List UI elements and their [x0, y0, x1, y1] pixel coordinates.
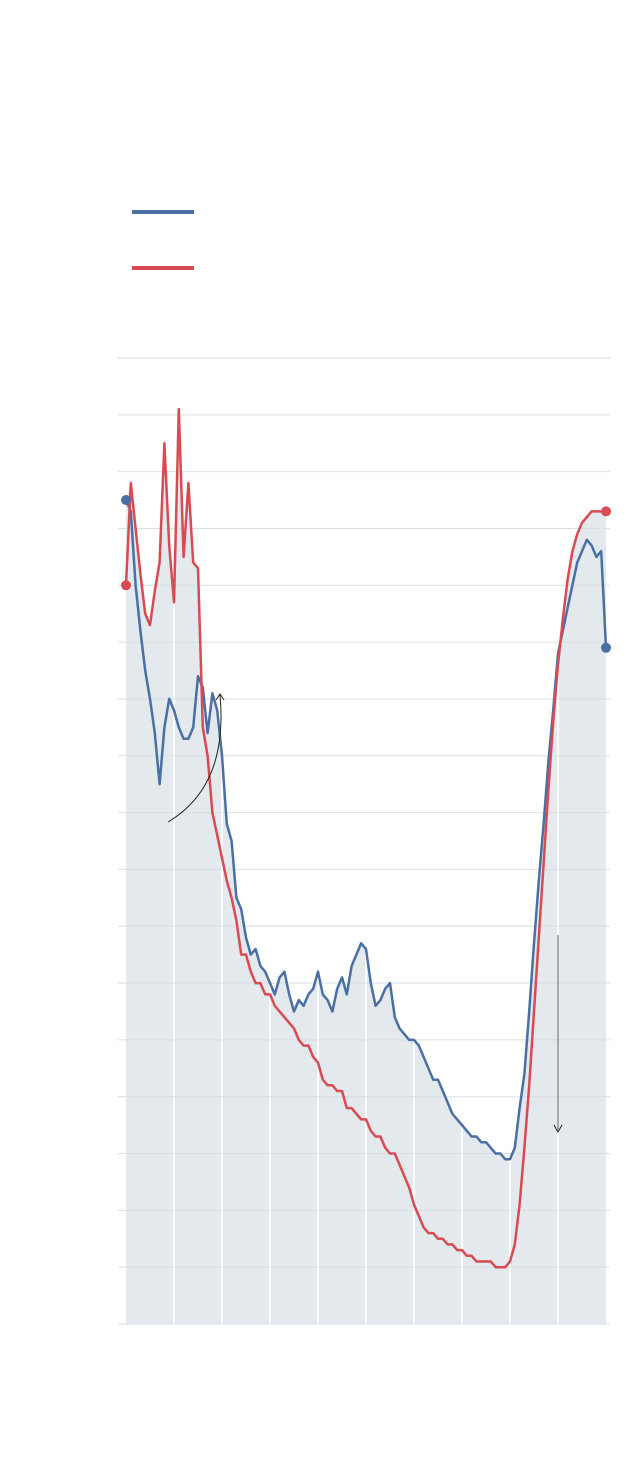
series-end-marker-1	[601, 506, 611, 517]
annotation-arrowhead-down	[553, 1124, 563, 1134]
series-line-0	[124, 499, 608, 1161]
series-line-1	[124, 407, 606, 1269]
area-fill	[126, 409, 606, 1325]
series-start-marker-1	[121, 580, 131, 591]
annotation-arrowhead	[215, 693, 225, 701]
legend	[132, 210, 194, 270]
annotation-curve	[167, 694, 222, 823]
series-start-marker-0	[121, 495, 131, 506]
series-end-marker-0	[601, 642, 611, 653]
plot-area	[118, 357, 611, 1325]
